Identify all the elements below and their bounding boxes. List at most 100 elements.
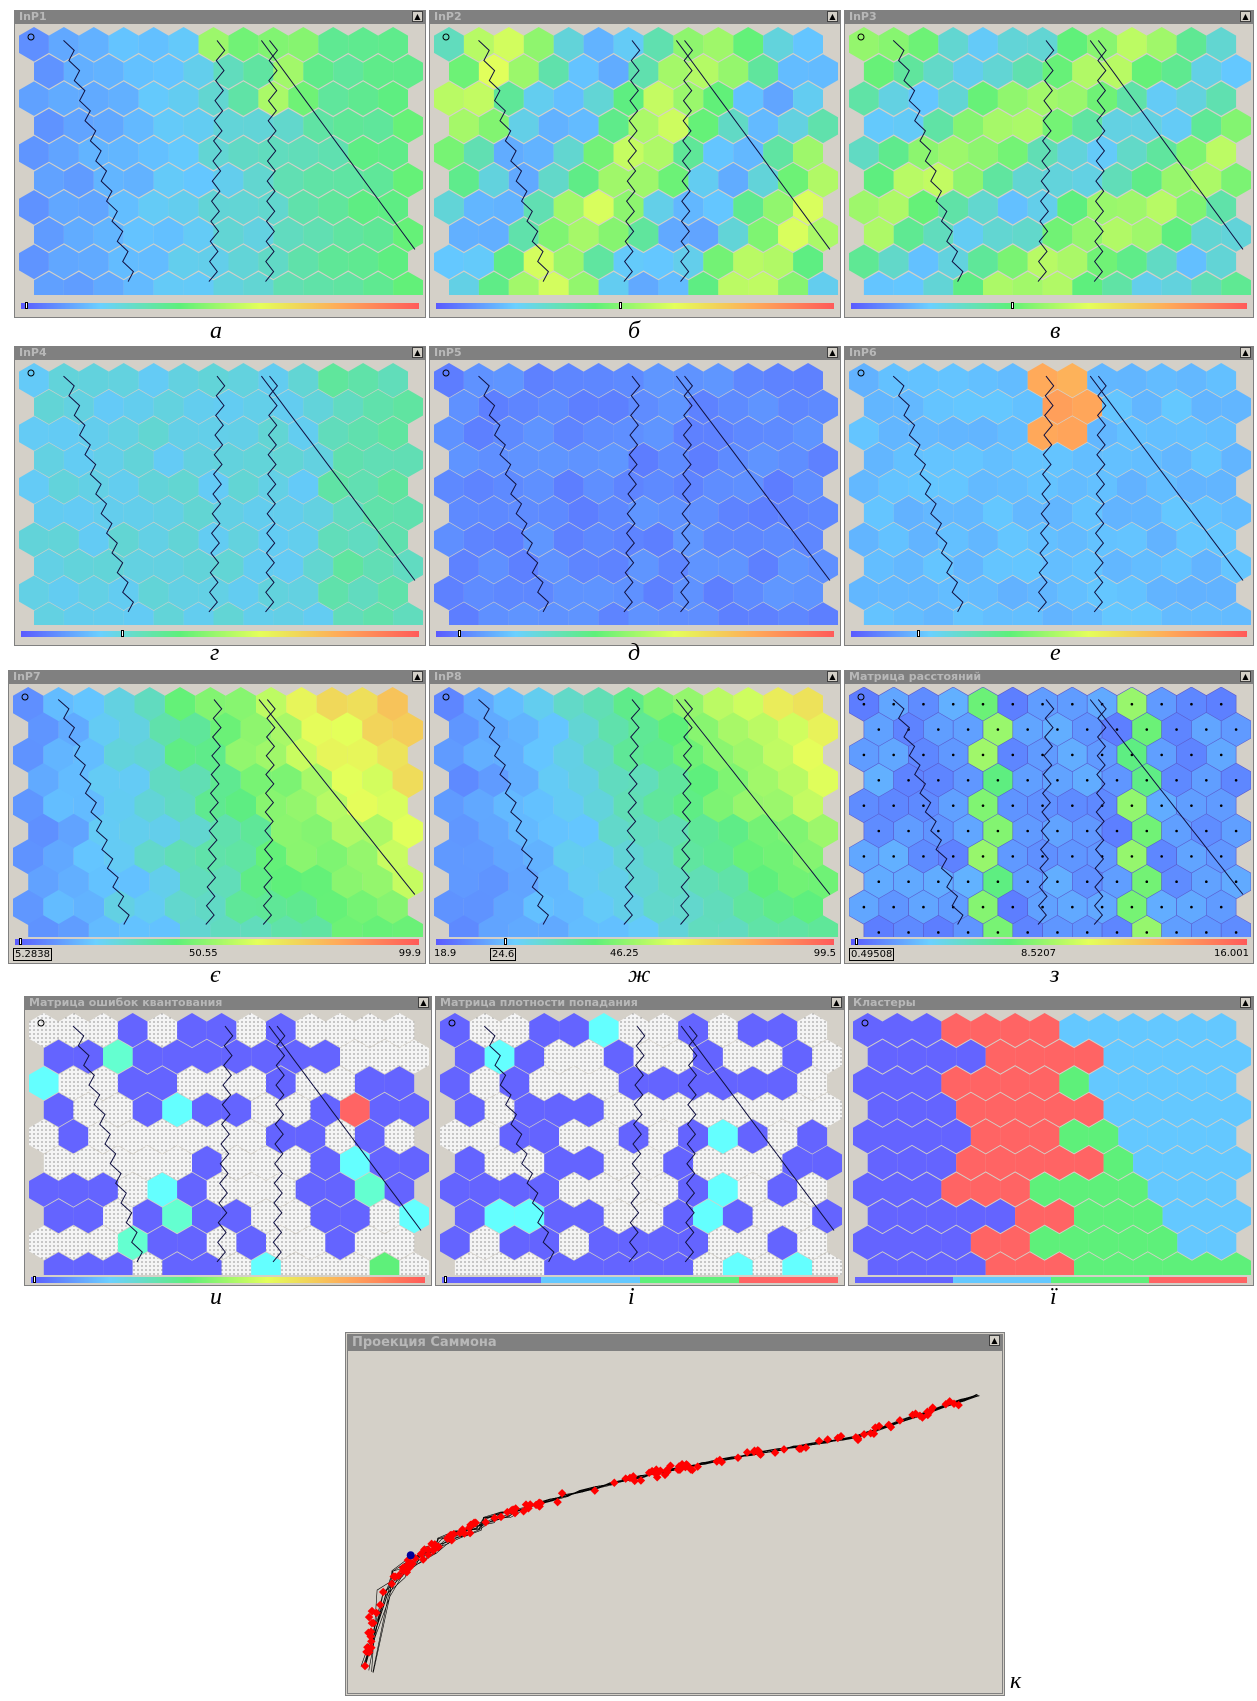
som-cell <box>1177 1013 1207 1047</box>
minimize-icon[interactable]: ▲ <box>1240 11 1251 22</box>
sammon-point[interactable] <box>481 1517 490 1527</box>
sammon-point[interactable] <box>364 1628 373 1637</box>
sammon-point[interactable] <box>733 1453 743 1462</box>
scale-cursor-label[interactable]: 24.6 <box>490 948 517 961</box>
minimize-icon[interactable]: ▲ <box>827 11 838 22</box>
minimize-icon[interactable]: ▲ <box>412 11 423 22</box>
som-cell <box>34 271 64 295</box>
som-cell <box>392 712 423 748</box>
som-cell <box>78 469 109 504</box>
minimize-icon[interactable]: ▲ <box>418 997 429 1008</box>
som-cell <box>273 54 304 89</box>
sammon-point[interactable] <box>662 1465 672 1475</box>
som-cell <box>853 1172 883 1207</box>
som-cell <box>1012 217 1043 252</box>
panel-titlebar: InP7 ▲ <box>9 671 425 684</box>
sammon-point[interactable] <box>656 1466 665 1475</box>
sammon-point[interactable] <box>398 1563 408 1573</box>
som-cell <box>737 1172 768 1207</box>
som-cell <box>331 915 363 937</box>
sammon-point[interactable] <box>644 1468 654 1478</box>
minimize-icon[interactable]: ▲ <box>989 1335 1000 1346</box>
som-cell <box>1057 81 1088 116</box>
minimize-icon[interactable]: ▲ <box>831 997 842 1008</box>
scale-marker[interactable] <box>619 302 622 309</box>
node-dot <box>1175 829 1178 833</box>
sammon-point[interactable] <box>779 1445 789 1454</box>
som-cell <box>718 442 749 478</box>
som-cell <box>333 108 364 144</box>
som-cell <box>478 915 509 937</box>
minimize-icon[interactable]: ▲ <box>412 671 423 682</box>
som-cell <box>613 244 644 280</box>
sammon-point[interactable] <box>814 1436 824 1446</box>
scale-marker[interactable] <box>855 938 858 945</box>
minimize-icon[interactable]: ▲ <box>827 347 838 358</box>
sammon-point[interactable] <box>636 1476 646 1485</box>
som-cell <box>970 1119 1001 1154</box>
sammon-point[interactable] <box>796 1444 806 1453</box>
node-dot <box>1071 804 1074 807</box>
som-cell <box>449 162 479 198</box>
scale-marker[interactable] <box>1011 302 1014 309</box>
scale-marker[interactable] <box>917 630 920 637</box>
sammon-point[interactable] <box>557 1489 567 1498</box>
minimize-icon[interactable]: ▲ <box>1240 997 1251 1008</box>
origin-marker-icon <box>37 1019 45 1027</box>
sammon-point[interactable] <box>534 1498 544 1507</box>
scale-marker[interactable] <box>504 938 507 945</box>
som-cell <box>288 135 319 171</box>
som-cell <box>583 687 614 722</box>
som-cell <box>523 839 554 874</box>
sammon-plot[interactable] <box>348 1335 1002 1693</box>
som-cell <box>318 469 349 504</box>
som-cell <box>108 416 139 451</box>
som-cell <box>434 244 464 280</box>
som-cell <box>310 1199 341 1234</box>
sammon-point[interactable] <box>467 1520 476 1530</box>
som-cell <box>243 442 274 478</box>
sammon-point[interactable] <box>524 1504 533 1513</box>
scale-marker[interactable] <box>121 630 124 637</box>
sammon-point[interactable] <box>363 1642 372 1652</box>
som-cell <box>648 1172 679 1207</box>
sammon-point[interactable] <box>610 1478 619 1487</box>
som-cell <box>463 839 494 874</box>
som-cell <box>863 217 894 252</box>
scale-marker[interactable] <box>458 630 461 637</box>
scale-marker[interactable] <box>25 302 28 309</box>
som-cell <box>1012 442 1043 478</box>
sammon-selected-point[interactable] <box>406 1551 415 1560</box>
scale-marker[interactable] <box>19 938 22 945</box>
sammon-point[interactable] <box>408 1559 417 1569</box>
minimize-icon[interactable]: ▲ <box>1240 671 1251 682</box>
som-cell <box>1146 469 1177 504</box>
som-cell <box>983 217 1013 252</box>
scale-marker[interactable] <box>33 1276 36 1283</box>
som-cell <box>643 190 674 225</box>
som-cell <box>923 162 954 198</box>
som-cell <box>808 602 838 625</box>
som-cell <box>1087 81 1117 116</box>
som-cell <box>703 244 734 280</box>
sammon-point[interactable] <box>836 1432 846 1441</box>
scale-marker[interactable] <box>444 1276 447 1283</box>
minimize-icon[interactable]: ▲ <box>412 347 423 358</box>
sammon-point[interactable] <box>869 1429 879 1439</box>
origin-marker-icon <box>21 693 29 701</box>
som-cell <box>393 549 423 584</box>
som-cell <box>1161 271 1192 295</box>
som-cell <box>333 495 364 531</box>
cluster-border <box>676 375 831 581</box>
sammon-point[interactable] <box>423 1550 433 1560</box>
som-cell <box>29 1172 59 1207</box>
som-cell <box>1012 162 1043 198</box>
som-map <box>853 1013 1251 1275</box>
minimize-icon[interactable]: ▲ <box>1240 347 1251 358</box>
som-cell <box>1147 1225 1178 1260</box>
minimize-icon[interactable]: ▲ <box>827 671 838 682</box>
sammon-point[interactable] <box>490 1513 499 1523</box>
som-cell <box>236 1066 266 1101</box>
sammon-point[interactable] <box>923 1407 932 1416</box>
som-cell <box>1057 416 1088 451</box>
